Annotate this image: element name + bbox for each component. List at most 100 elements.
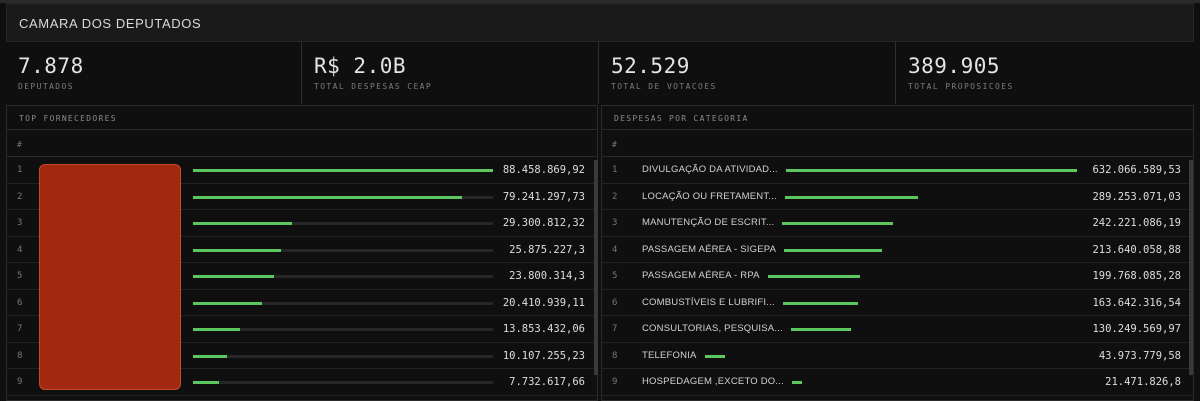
stat-label: TOTAL DESPESAS CEAP [314,82,433,91]
table-row[interactable]: 9 HOSPEDAGEM ,EXCETO DO... 21.471.826,8 [602,369,1193,396]
row-value: 7.732.617,66 [509,376,585,388]
table-row[interactable]: 5 PASSAGEM AÉREA - RPA 199.768.085,28 [602,263,1193,290]
category-name: DIVULGAÇÃO DA ATIVIDAD... [642,164,778,175]
category-name: MANUTENÇÃO DE ESCRIT... [642,217,775,228]
row-value: 289.253.071,03 [1092,190,1181,203]
row-value: 10.107.255,23 [502,349,585,362]
bar-track [786,169,1077,172]
row-rank: 5 [17,271,23,281]
bar-fill [792,381,802,384]
category-name: COMBUSTÍVEIS E LUBRIFI... [642,296,775,308]
bar-fill [193,222,293,225]
category-name: HOSPEDAGEM ,EXCETO DO... [642,376,784,387]
stat-total-proposicoes: 389.905 TOTAL PROPOSICOES [896,42,1194,104]
row-rank: 2 [17,191,23,202]
category-name: LOCAÇÃO OU FRETAMENT... [642,190,777,202]
bar-track [783,301,1074,305]
table-row[interactable]: 8 TELEFONIA 43.973.779,58 [602,343,1193,369]
panel-title: DESPESAS POR CATEGORIA [602,106,1193,130]
row-rank: 7 [17,324,23,334]
row-value: 23.800.314,3 [509,270,585,282]
row-rank: 1 [17,165,23,175]
table-row[interactable]: 8 10.107.255,23 [7,343,597,369]
table-row[interactable]: 6 20.410.939,11 [7,290,597,316]
table-row[interactable]: 6 COMBUSTÍVEIS E LUBRIFI... 163.642.316,54 [602,290,1193,316]
row-value: 29.300.812,32 [502,217,585,229]
table-row[interactable]: 5 23.800.314,3 [7,263,597,290]
stat-value: 52.529 [611,54,690,78]
bar-track [785,195,1074,199]
fornecedores-list: 1 88.458.869,92 2 79.241.297,73 3 29.300.812,… [7,157,597,396]
bar-track [193,169,493,172]
bar-fill [193,381,220,384]
bar-track [193,248,493,252]
bar-fill [784,248,883,252]
table-row[interactable]: 2 79.241.297,73 [7,184,597,210]
column-header-rank: # [7,130,597,157]
table-row[interactable]: 3 29.300.812,32 [7,210,597,237]
table-row[interactable]: 1 DIVULGAÇÃO DA ATIVIDAD... 632.066.589,53 [602,157,1193,184]
left-scrollbar[interactable] [594,160,598,375]
app-header: CAMARA DOS DEPUTADOS [6,3,1194,42]
stat-value: 389.905 [908,54,1001,78]
bar-track [193,301,493,305]
bar-track [705,354,1074,358]
bar-track [792,381,1074,384]
stat-total-despesas: R$ 2.0B TOTAL DESPESAS CEAP [302,42,599,104]
row-value: 130.249.569,97 [1092,323,1181,335]
row-value: 13.853.432,06 [502,323,585,335]
table-row[interactable]: 1 88.458.869,92 [7,157,597,184]
bar-fill [193,248,281,252]
row-rank: 3 [17,218,23,228]
row-value: 43.973.779,58 [1098,349,1181,362]
bar-fill [783,301,859,305]
row-value: 20.410.939,11 [502,296,585,309]
bar-fill [786,169,1077,172]
stat-deputados: 7.878 DEPUTADOS [6,42,302,104]
bar-fill [193,195,462,199]
row-rank: 1 [612,165,618,175]
bar-fill [785,195,919,199]
table-row[interactable]: 3 MANUTENÇÃO DE ESCRIT... 242.221.086,19 [602,210,1193,237]
bar-track [193,328,493,331]
bar-track [193,222,493,225]
row-rank: 6 [17,297,23,308]
bar-track [784,248,1074,252]
table-row[interactable]: 7 13.853.432,06 [7,316,597,343]
row-rank: 6 [612,297,618,308]
bar-track [782,222,1074,225]
category-name: TELEFONIA [642,349,697,361]
top-border [0,0,1200,3]
stat-label: DEPUTADOS [18,82,74,91]
stat-value: 7.878 [18,54,84,78]
row-rank: 9 [612,377,618,387]
table-row[interactable]: 2 LOCAÇÃO OU FRETAMENT... 289.253.071,03 [602,184,1193,210]
table-row[interactable]: 7 CONSULTORIAS, PESQUISA... 130.249.569,97 [602,316,1193,343]
bar-fill [193,301,262,305]
row-rank: 3 [612,218,618,228]
row-rank: 8 [612,350,618,361]
category-name: PASSAGEM AÉREA - RPA [642,270,760,281]
row-value: 242.221.086,19 [1092,217,1181,229]
table-row[interactable]: 4 25.875.227,3 [7,237,597,263]
bar-track [193,354,493,358]
row-value: 213.640.058,88 [1092,243,1181,256]
bar-track [193,381,493,384]
despesas-categoria-panel: DESPESAS POR CATEGORIA # 1 DIVULGAÇÃO DA … [601,105,1194,401]
row-rank: 9 [17,377,23,387]
right-scrollbar[interactable] [1189,160,1193,375]
redaction-overlay [39,164,181,390]
row-value: 632.066.589,53 [1092,164,1181,176]
row-value: 199.768.085,28 [1092,270,1181,282]
bar-track [791,328,1074,331]
column-header-rank: # [602,130,1193,157]
table-row[interactable]: 9 7.732.617,66 [7,369,597,396]
stat-label: TOTAL PROPOSICOES [908,82,1014,91]
bar-track [193,275,493,278]
panel-title: TOP FORNECEDORES [7,106,597,130]
bar-fill [193,275,274,278]
bar-track [768,275,1074,278]
row-rank: 5 [612,271,618,281]
table-row[interactable]: 4 PASSAGEM AÉREA - SIGEPA 213.640.058,88 [602,237,1193,263]
stats-bar: 7.878 DEPUTADOS R$ 2.0B TOTAL DESPESAS C… [6,42,1194,104]
